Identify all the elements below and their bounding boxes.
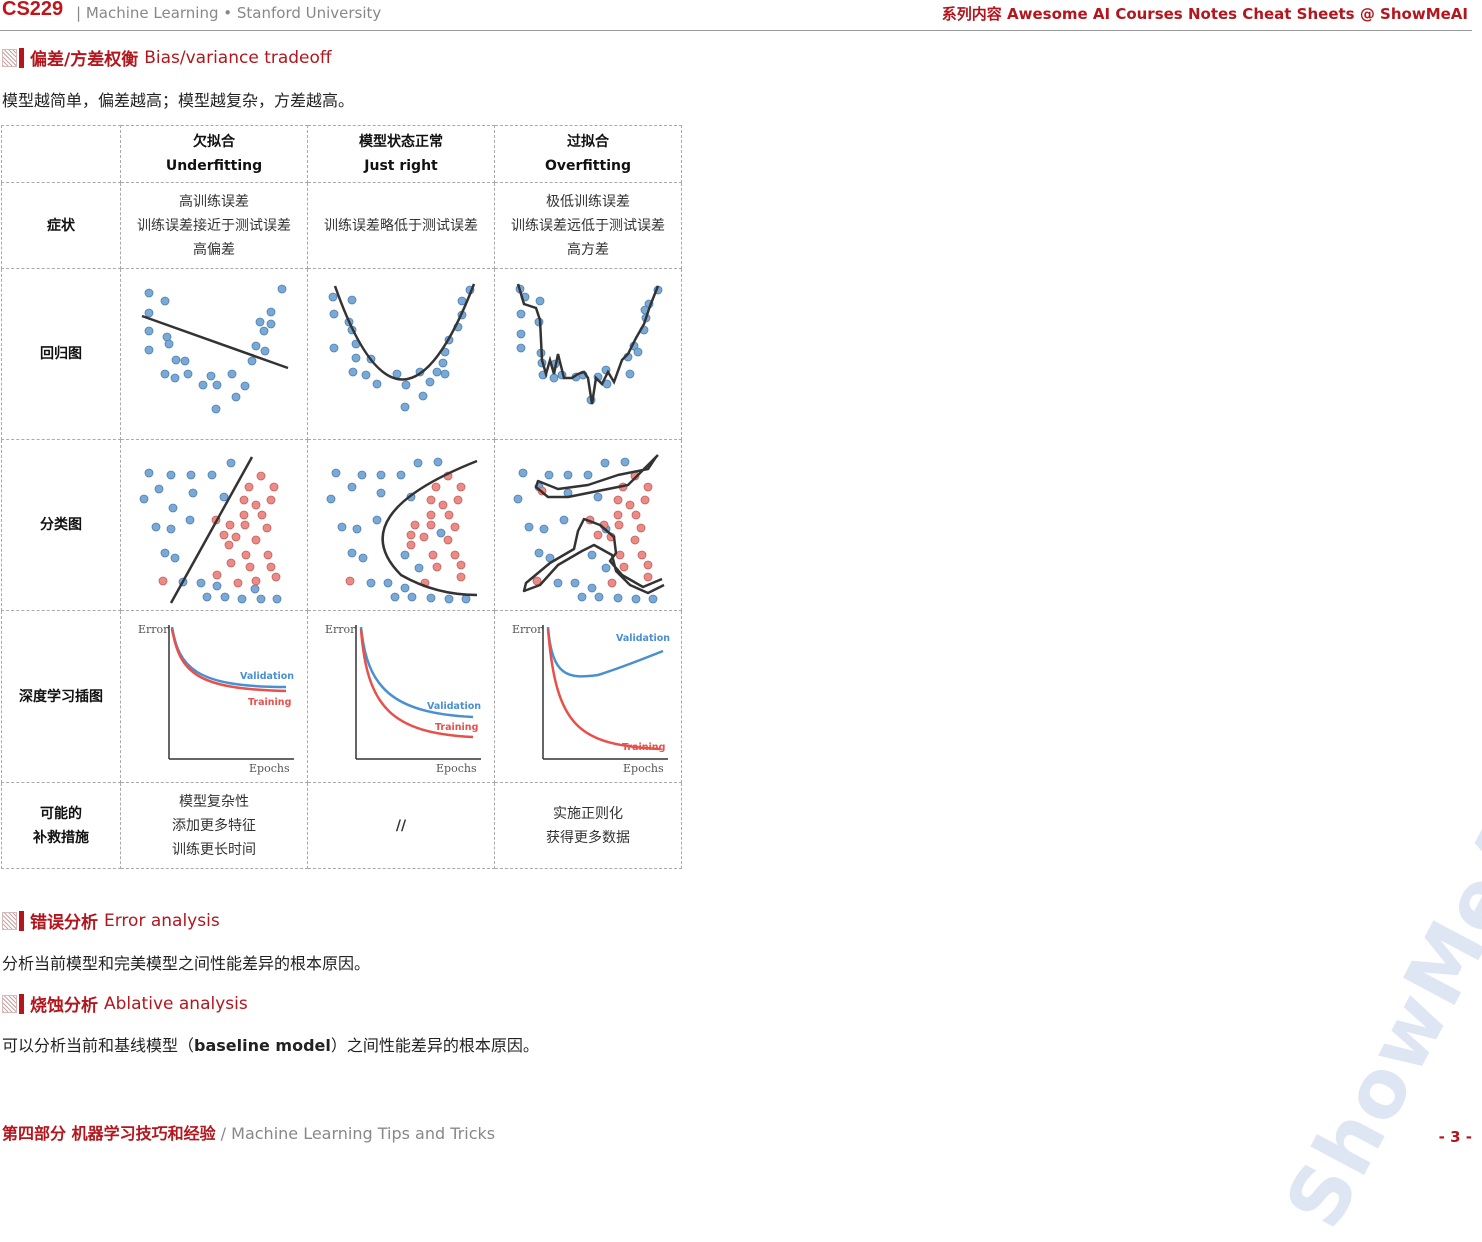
svg-text:Validation: Validation [427,701,481,712]
column-header-overfitting: 过拟合 Overfitting [494,125,682,183]
regression-just-right-figure [328,283,476,412]
regression-just-right-plot [307,268,495,440]
learning-curve-overfit-figure: Error Epochs Validation Training [512,623,670,775]
page-footer: 第四部分 机器学习技巧和经验 / Machine Learning Tips a… [2,1124,496,1143]
classification-underfit-figure [139,456,282,604]
row-label-remedies: 可能的 补救措施 [1,782,121,869]
svg-text:Error: Error [138,623,169,636]
section-title-error-analysis: 错误分析 Error analysis [2,908,220,933]
section-bar-icon [19,47,24,68]
course-logo: CS229 [2,0,64,20]
svg-text:Training: Training [248,697,291,708]
svg-text:Training: Training [435,722,478,733]
series-title: 系列内容 Awesome AI Courses Notes Cheat Shee… [941,5,1468,23]
symptoms-overfitting: 极低训练误差 训练误差远低于测试误差 高方差 [494,182,682,269]
section-mark-icon [2,48,17,67]
regression-overfit-figure [515,283,663,405]
course-subtitle: | Machine Learning • Stanford University [76,4,382,22]
column-header-just-right: 模型状态正常 Just right [307,125,495,183]
svg-text:Training: Training [622,742,665,753]
section-bar-icon [19,910,24,931]
row-label-deep-learning: 深度学习插图 [1,610,121,783]
svg-text:Epochs: Epochs [623,762,664,775]
row-label-symptoms: 症状 [1,182,121,269]
classification-underfit-plot [120,439,308,611]
remedies-just-right: // [307,782,495,869]
svg-text:Error: Error [325,623,356,636]
classification-just-right-figure [326,457,478,604]
column-header-underfitting: 欠拟合 Underfitting [120,125,308,183]
learning-curve-underfit-figure: Error Epochs Validation Training [138,623,294,775]
section-mark-icon [2,994,17,1013]
section-description: 模型越简单，偏差越高；模型越复杂，方差越高。 [2,91,355,110]
svg-text:Error: Error [512,623,543,636]
section-mark-icon [2,911,17,930]
row-label-regression: 回归图 [1,268,121,440]
svg-text:Validation: Validation [240,671,294,682]
regression-underfit-figure [141,284,289,414]
bias-variance-table: 欠拟合 Underfitting 模型状态正常 Just right 过拟合 Over… [1,125,682,869]
learning-curve-just-right-figure: Error Epochs Validation Training [325,623,481,775]
regression-underfit-plot [120,268,308,440]
remedies-underfitting: 模型复杂性 添加更多特征 训练更长时间 [120,782,308,869]
table-corner [1,125,121,183]
row-label-classification: 分类图 [1,439,121,611]
deep-learning-just-right-plot: Error Epochs Validation Training [307,610,495,783]
svg-text:Validation: Validation [616,633,670,644]
ablative-analysis-description: 可以分析当前和基线模型（baseline model）之间性能差异的根本原因。 [2,1036,539,1055]
svg-text:Epochs: Epochs [249,762,290,775]
watermark: ShowMeAI [1267,770,1482,1242]
regression-overfit-plot [494,268,682,440]
symptoms-underfitting: 高训练误差 训练误差接近于测试误差 高偏差 [120,182,308,269]
classification-overfit-plot [494,439,682,611]
classification-overfit-figure [513,454,665,604]
deep-learning-underfit-plot: Error Epochs Validation Training [120,610,308,783]
remedies-overfitting: 实施正则化 获得更多数据 [494,782,682,869]
page-header: CS229 | Machine Learning • Stanford Univ… [0,0,1472,31]
svg-text:Epochs: Epochs [436,762,477,775]
classification-just-right-plot [307,439,495,611]
page-number: - 3 - [1438,1128,1472,1146]
section-bar-icon [19,993,24,1014]
symptoms-just-right: 训练误差略低于测试误差 [307,182,495,269]
error-analysis-description: 分析当前模型和完美模型之间性能差异的根本原因。 [2,954,371,973]
deep-learning-overfit-plot: Error Epochs Validation Training [494,610,682,783]
section-title-ablative-analysis: 烧蚀分析 Ablative analysis [2,991,248,1016]
section-title-bias-variance: 偏差/方差权衡 Bias/variance tradeoff [2,45,332,70]
